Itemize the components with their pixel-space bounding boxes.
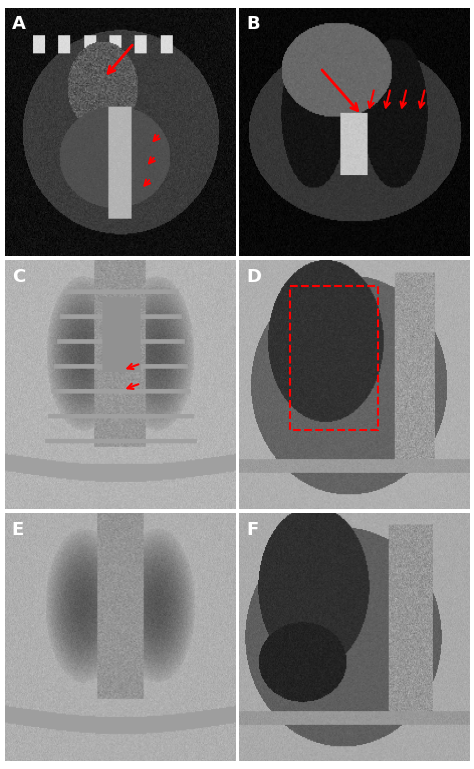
Text: B: B (246, 15, 260, 33)
Bar (290, 286, 378, 430)
Text: A: A (12, 15, 26, 33)
Text: D: D (246, 268, 261, 286)
Text: E: E (12, 521, 24, 538)
Text: F: F (246, 521, 258, 538)
Text: C: C (12, 268, 25, 286)
